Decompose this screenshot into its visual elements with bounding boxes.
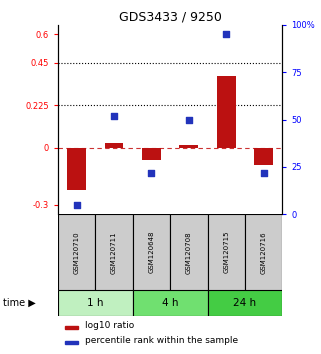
Bar — [58, 290, 133, 316]
Bar — [245, 214, 282, 290]
Bar — [95, 214, 133, 290]
Bar — [58, 214, 95, 290]
Bar — [208, 290, 282, 316]
Text: 1 h: 1 h — [87, 298, 103, 308]
Text: GSM120716: GSM120716 — [261, 231, 267, 274]
Text: time ▶: time ▶ — [3, 298, 36, 308]
Bar — [133, 290, 208, 316]
Text: GSM120711: GSM120711 — [111, 231, 117, 274]
Bar — [179, 145, 198, 148]
Bar — [133, 214, 170, 290]
Text: GSM120715: GSM120715 — [223, 231, 229, 274]
Point — [261, 170, 266, 176]
Text: GSM120710: GSM120710 — [74, 231, 80, 274]
Point — [74, 202, 79, 208]
Point — [111, 113, 117, 119]
Bar — [105, 143, 123, 148]
Point — [224, 32, 229, 37]
Text: GSM120708: GSM120708 — [186, 231, 192, 274]
Text: log10 ratio: log10 ratio — [85, 321, 134, 330]
Text: GSM120648: GSM120648 — [148, 231, 154, 274]
Bar — [170, 214, 208, 290]
Text: percentile rank within the sample: percentile rank within the sample — [85, 336, 238, 345]
Point — [149, 170, 154, 176]
Title: GDS3433 / 9250: GDS3433 / 9250 — [119, 11, 221, 24]
Point — [186, 117, 191, 122]
Bar — [254, 148, 273, 165]
Bar — [67, 148, 86, 190]
Bar — [208, 214, 245, 290]
Bar — [217, 76, 236, 148]
Bar — [65, 326, 78, 329]
Bar — [65, 341, 78, 344]
Text: 4 h: 4 h — [162, 298, 178, 308]
Bar — [142, 148, 161, 160]
Text: 24 h: 24 h — [233, 298, 256, 308]
